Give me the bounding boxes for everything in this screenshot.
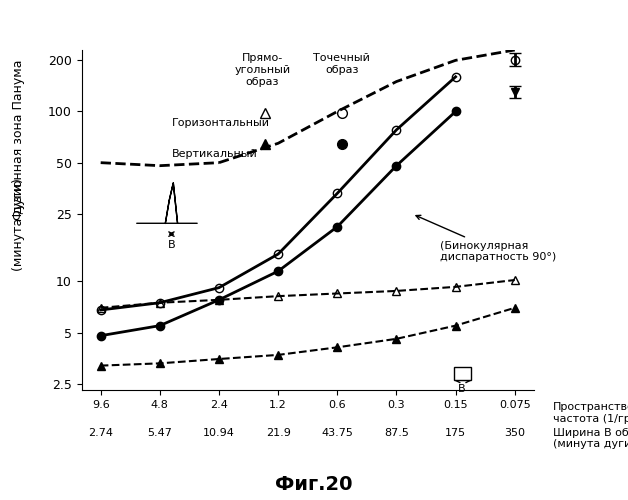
Text: 21.9: 21.9 bbox=[266, 428, 291, 438]
Text: B: B bbox=[458, 384, 466, 394]
Text: Пространственная
частота (1/град): Пространственная частота (1/град) bbox=[553, 402, 628, 424]
Text: Фузионная зона Панума: Фузионная зона Панума bbox=[13, 60, 25, 220]
Text: Прямо-
угольный
образ: Прямо- угольный образ bbox=[234, 54, 291, 86]
Text: Горизонтальный: Горизонтальный bbox=[172, 118, 270, 128]
Text: Фиг.20: Фиг.20 bbox=[275, 475, 353, 494]
Text: 350: 350 bbox=[504, 428, 525, 438]
Text: 10.94: 10.94 bbox=[203, 428, 235, 438]
Text: (Бинокулярная
диспаратность 90°): (Бинокулярная диспаратность 90°) bbox=[416, 216, 556, 262]
Text: Точечный
образ: Точечный образ bbox=[313, 54, 370, 75]
Text: 175: 175 bbox=[445, 428, 466, 438]
Text: B: B bbox=[168, 240, 175, 250]
Text: (минута дуги): (минута дуги) bbox=[13, 178, 25, 272]
Text: 43.75: 43.75 bbox=[322, 428, 353, 438]
Text: 5.47: 5.47 bbox=[148, 428, 172, 438]
FancyBboxPatch shape bbox=[454, 367, 471, 380]
Text: Вертикальный: Вертикальный bbox=[172, 148, 258, 158]
Text: Ширина В образа
(минута дуги): Ширина В образа (минута дуги) bbox=[553, 428, 628, 449]
Text: 87.5: 87.5 bbox=[384, 428, 409, 438]
Text: 2.74: 2.74 bbox=[88, 428, 113, 438]
